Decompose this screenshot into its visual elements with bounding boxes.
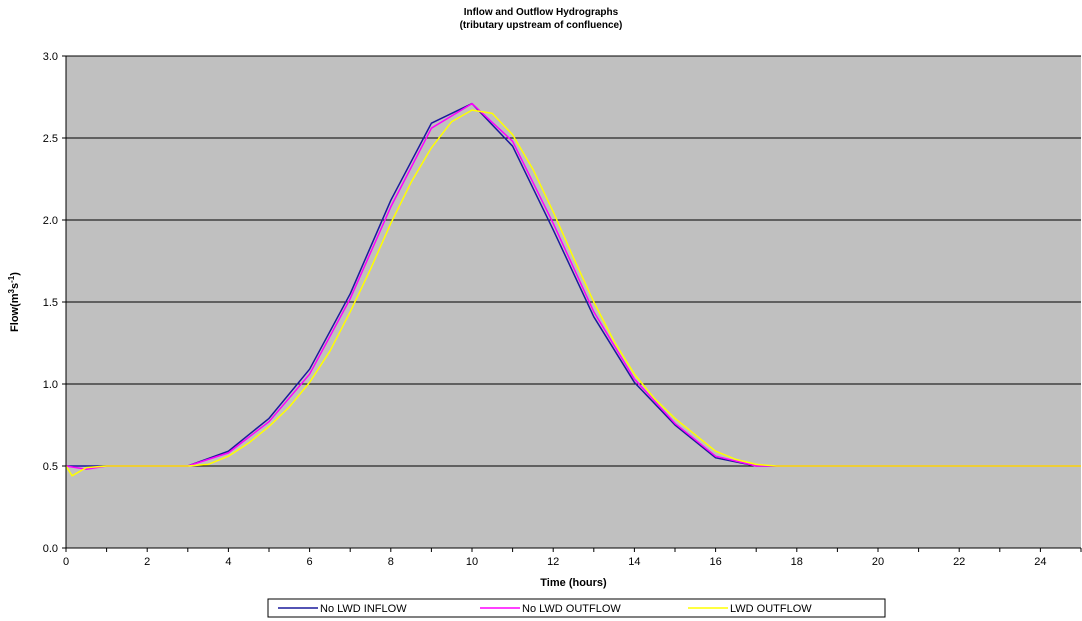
series-layer [65, 102, 1081, 477]
x-tick-label: 14 [628, 556, 640, 568]
chart-title: Inflow and Outflow Hydrographs [463, 7, 619, 18]
x-tick-label: 0 [63, 556, 69, 568]
series-line-3 [65, 109, 1081, 477]
x-tick-label: 22 [953, 556, 965, 568]
chart-subtitle: (tributary upstream of confluence) [459, 20, 623, 31]
x-tick-label: 24 [1034, 556, 1046, 568]
x-tick-label: 8 [388, 556, 394, 568]
x-tick-label: 10 [466, 556, 478, 568]
x-tick-label: 12 [547, 556, 559, 568]
legend-box [267, 598, 886, 618]
x-tick-label: 16 [709, 556, 721, 568]
y-axis-title: Flow(m3s-1) [7, 272, 22, 332]
x-tick-label: 18 [791, 556, 803, 568]
x-tick-label: 6 [307, 556, 313, 568]
y-axis-title-sup1: 3 [7, 288, 16, 293]
y-axis-title-sup2: -1 [7, 275, 16, 283]
y-tick-label: 1.5 [43, 297, 58, 309]
y-tick-label: 3.0 [43, 51, 58, 63]
x-tick-label: 2 [144, 556, 150, 568]
axes-layer [62, 55, 1082, 552]
y-tick-labels: 0.0 0.5 1.0 1.5 2.0 2.5 3.0 [43, 51, 58, 555]
x-tick-label: 20 [872, 556, 884, 568]
y-tick-label: 0.0 [43, 543, 58, 555]
x-axis-title: Time (hours) [540, 577, 607, 589]
y-tick-label: 2.0 [43, 215, 58, 227]
x-tick-label: 4 [225, 556, 231, 568]
x-tick-labels: 0 2 4 6 8 10 12 14 16 18 20 22 24 [63, 556, 1047, 568]
y-tick-label: 2.5 [43, 133, 58, 145]
y-tick-label: 0.5 [43, 461, 58, 473]
legend: No LWD INFLOW No LWD OUTFLOW LWD OUTFLOW [267, 598, 886, 618]
y-axis-title-mid: s [9, 283, 21, 289]
legend-label-1: No LWD INFLOW [320, 603, 407, 615]
legend-label-3: LWD OUTFLOW [730, 603, 812, 615]
y-axis-title-suffix: ) [9, 272, 21, 276]
y-axis-title-prefix: Flow(m [9, 293, 21, 332]
legend-label-2: No LWD OUTFLOW [522, 603, 621, 615]
y-tick-label: 1.0 [43, 379, 58, 391]
